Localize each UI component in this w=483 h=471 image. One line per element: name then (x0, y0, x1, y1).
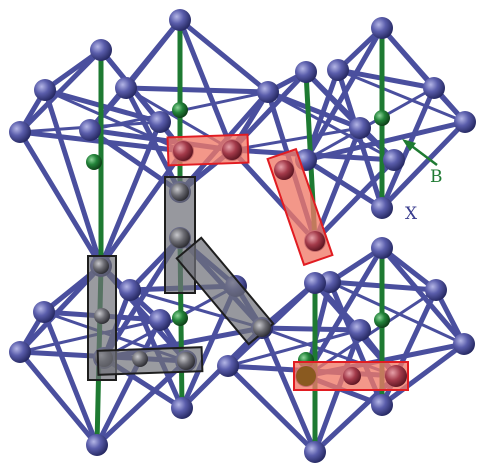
bond-line (123, 85, 271, 95)
bond-line (98, 148, 186, 269)
b-site-atom (86, 154, 102, 170)
highlight-red-bottom (293, 361, 409, 391)
bond-line (177, 17, 271, 95)
x-site-atom (79, 119, 101, 141)
x-site-atom (171, 397, 193, 419)
bond-line (98, 47, 186, 154)
highlight-gray-bent (164, 176, 275, 346)
bond-line (226, 328, 362, 368)
x-site-atom (371, 17, 393, 39)
bond-line (379, 341, 467, 408)
b-site-atom (374, 312, 390, 328)
x-site-atom (217, 355, 239, 377)
x-site-atom (327, 59, 349, 81)
x-site-atom (304, 272, 326, 294)
x-site-atom (119, 279, 141, 301)
x-site-atom (304, 441, 326, 463)
bond-line (259, 325, 363, 333)
bond-line (379, 245, 467, 347)
bond-line (94, 358, 189, 448)
bond-line (328, 280, 466, 346)
b-site-atom (172, 102, 188, 118)
b-site-label: B (430, 167, 443, 187)
x-site-atom (149, 111, 171, 133)
b-label-arrow (402, 139, 438, 166)
x-site-atom (115, 77, 137, 99)
x-site-atom (33, 301, 55, 323)
x-site-atom (371, 394, 393, 416)
x-site-atom (9, 341, 31, 363)
bond-line (335, 67, 437, 91)
bond-line (17, 129, 104, 269)
bond-line (123, 17, 183, 91)
bond-line (17, 47, 104, 135)
bond-line (43, 88, 185, 153)
bond-line (312, 125, 363, 244)
bond-line (303, 69, 397, 163)
bond-line (379, 119, 468, 211)
x-site-atom (90, 39, 112, 61)
bond-line (336, 68, 467, 124)
x-site-atom (169, 9, 191, 31)
bond-line (379, 25, 468, 125)
bond-line (42, 47, 104, 93)
x-site-atom (425, 279, 447, 301)
x-site-atom (454, 111, 476, 133)
b-site-atom (374, 110, 390, 126)
x-site-atom (383, 149, 405, 171)
bond-line (265, 89, 363, 131)
bond-line (303, 157, 385, 211)
highlight-gray-horizontal (96, 346, 204, 376)
x-site-atom (86, 434, 108, 456)
bond-line (259, 325, 318, 455)
x-site-label: X (405, 204, 418, 224)
bond-line (42, 87, 104, 269)
x-site-atom (9, 121, 31, 143)
x-site-atom (295, 61, 317, 83)
x-site-atom (423, 77, 445, 99)
x-site-atom (371, 237, 393, 259)
bond-line (177, 17, 235, 153)
bond-line (17, 349, 100, 448)
x-site-atom (257, 81, 279, 103)
x-site-atom (371, 197, 393, 219)
bond-line (225, 363, 318, 455)
x-site-atom (34, 79, 56, 101)
x-site-atom (453, 333, 475, 355)
bond-line (303, 119, 468, 163)
x-site-atom (349, 117, 371, 139)
bond-line (41, 309, 100, 448)
b-site-atom (172, 310, 188, 326)
highlight-red-top (166, 133, 250, 167)
bond-line (94, 317, 163, 448)
x-site-atom (349, 319, 371, 341)
x-site-atom (149, 309, 171, 331)
highlight-red-diagonal (266, 147, 334, 267)
bond-line (266, 90, 396, 162)
